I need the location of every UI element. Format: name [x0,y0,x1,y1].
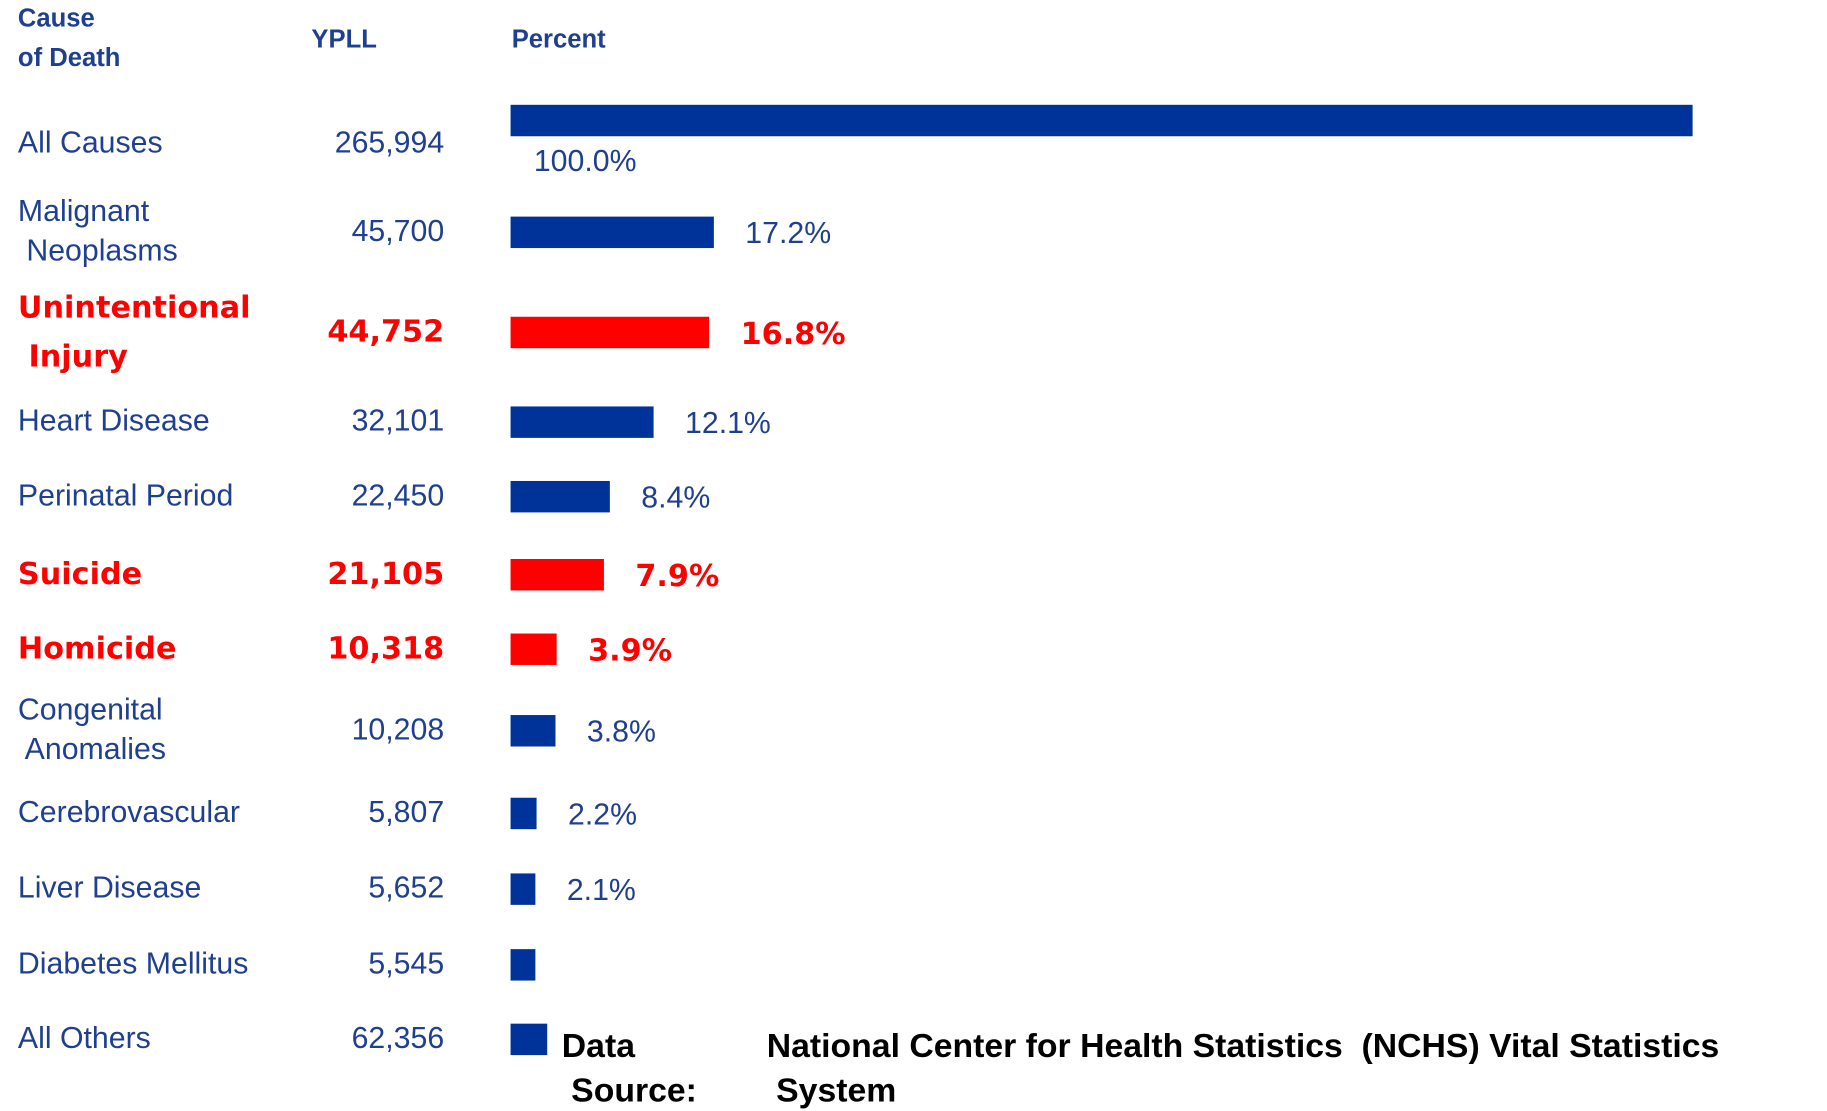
yll-header: YPLL [311,26,376,54]
value-label: 2.1% [567,874,636,907]
category-label: Unintentional Injury [18,290,251,374]
category-label: Congenital Anomalies [18,694,166,767]
yll-value: 10,208 [352,713,445,746]
cause-header: Cause [18,5,95,33]
bar [510,1023,548,1056]
value-label: 17.2% [745,217,831,250]
yll-value: 5,652 [368,872,444,905]
percent-header: Percent [512,26,606,54]
cause-header: of Death [18,44,120,72]
value-label: 12.1% [685,407,771,440]
value-label: 8.4% [641,482,710,515]
value-label: 100.0% [534,145,637,178]
category-label: All Causes [18,126,163,159]
bar [510,216,714,249]
value-label: 3.9% [588,634,672,669]
category-label: Perinatal Period [18,479,233,512]
bar [510,480,610,513]
yll-value: 265,994 [335,126,444,159]
category-label: Cerebrovascular [18,796,240,829]
category-label: Heart Disease [18,405,210,438]
bar [510,715,556,747]
bar [510,104,1693,137]
yll-value: 5,545 [368,947,444,980]
yll-value: 32,101 [352,405,445,438]
bar [510,406,654,438]
value-label: 3.8% [587,716,656,749]
yll-value: 10,318 [327,631,444,666]
value-label: 7.9% [635,559,719,594]
yll-value: 22,450 [352,479,445,512]
bar [510,797,537,830]
source-label: Data Source: [562,1027,697,1109]
value-label: 2.2% [568,798,637,831]
source-text: National Center for Health Statistics (N… [767,1027,1720,1109]
yll-value: 44,752 [327,315,444,350]
bar [510,633,557,665]
yll-value: 5,807 [368,796,444,829]
category-label: Homicide [18,631,177,666]
yll-value: 62,356 [352,1022,445,1055]
category-label: Malignant Neoplasms [18,195,178,268]
yll-value: 45,700 [352,215,445,248]
category-label: Liver Disease [18,872,201,905]
category-label: Diabetes Mellitus [18,947,248,980]
bar [510,873,536,905]
yll-value: 21,105 [327,557,444,592]
bar [510,949,536,981]
bar [510,316,710,349]
category-label: All Others [18,1022,151,1055]
bar [510,558,604,591]
value-label: 16.8% [741,317,846,352]
category-label: Suicide [18,557,142,592]
